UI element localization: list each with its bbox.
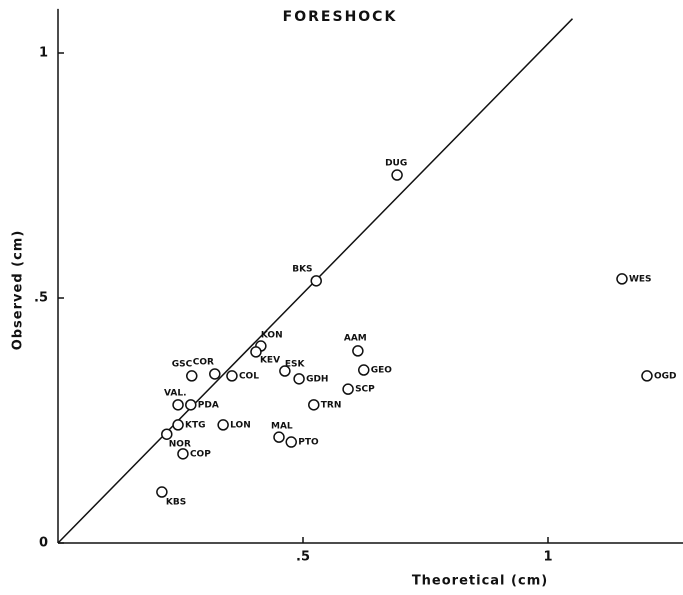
y-tick-label: 1	[39, 46, 48, 61]
point-label: COP	[190, 449, 211, 459]
point-label: COL	[239, 371, 259, 381]
y-tick-label: .5	[34, 291, 48, 306]
point-label: PDA	[198, 400, 219, 410]
data-point	[185, 399, 197, 411]
point-label: KON	[261, 331, 283, 341]
data-point	[186, 370, 198, 382]
x-tick-label: 1	[543, 550, 552, 565]
point-label: GEO	[371, 366, 393, 376]
data-point	[342, 383, 354, 395]
point-label: AAM	[344, 333, 367, 343]
point-label: GDH	[306, 374, 328, 384]
point-label: WES	[629, 274, 652, 284]
data-point	[209, 368, 221, 380]
data-point	[226, 370, 238, 382]
data-point	[273, 431, 285, 443]
point-label: DUG	[385, 159, 407, 169]
point-label: VAL.	[164, 388, 186, 398]
data-point	[279, 365, 291, 377]
data-point	[293, 373, 305, 385]
data-point	[172, 399, 184, 411]
y-axis-label: Observed (cm)	[11, 230, 26, 351]
data-point	[161, 428, 173, 440]
chart-title: FORESHOCK	[283, 9, 398, 25]
data-point	[250, 346, 262, 358]
point-label: LON	[230, 420, 251, 430]
data-point	[308, 399, 320, 411]
data-point	[358, 364, 370, 376]
point-label: NOR	[169, 440, 191, 450]
data-point	[285, 436, 297, 448]
data-point	[177, 448, 189, 460]
point-label: ESK	[285, 360, 306, 370]
data-point	[391, 169, 403, 181]
data-point	[172, 419, 184, 431]
point-label: GSC	[172, 359, 193, 369]
point-label: SCP	[355, 385, 375, 395]
point-label: OGD	[654, 371, 677, 381]
point-label: MAL	[271, 422, 293, 432]
point-label: TRN	[321, 400, 342, 410]
point-label: KTG	[185, 420, 206, 430]
point-label: KBS	[166, 498, 186, 508]
y-tick-label: 0	[39, 536, 48, 551]
data-point	[217, 419, 229, 431]
data-point	[352, 345, 364, 357]
x-axis-label: Theoretical (cm)	[412, 574, 548, 589]
data-point	[310, 275, 322, 287]
x-tick-label: .5	[296, 550, 310, 565]
point-label: PTO	[298, 438, 319, 448]
point-label: KEV	[260, 355, 280, 365]
data-point	[641, 370, 653, 382]
point-label: BKS	[292, 264, 312, 274]
data-point	[616, 273, 628, 285]
data-point	[156, 486, 168, 498]
point-label: COR	[193, 357, 214, 367]
